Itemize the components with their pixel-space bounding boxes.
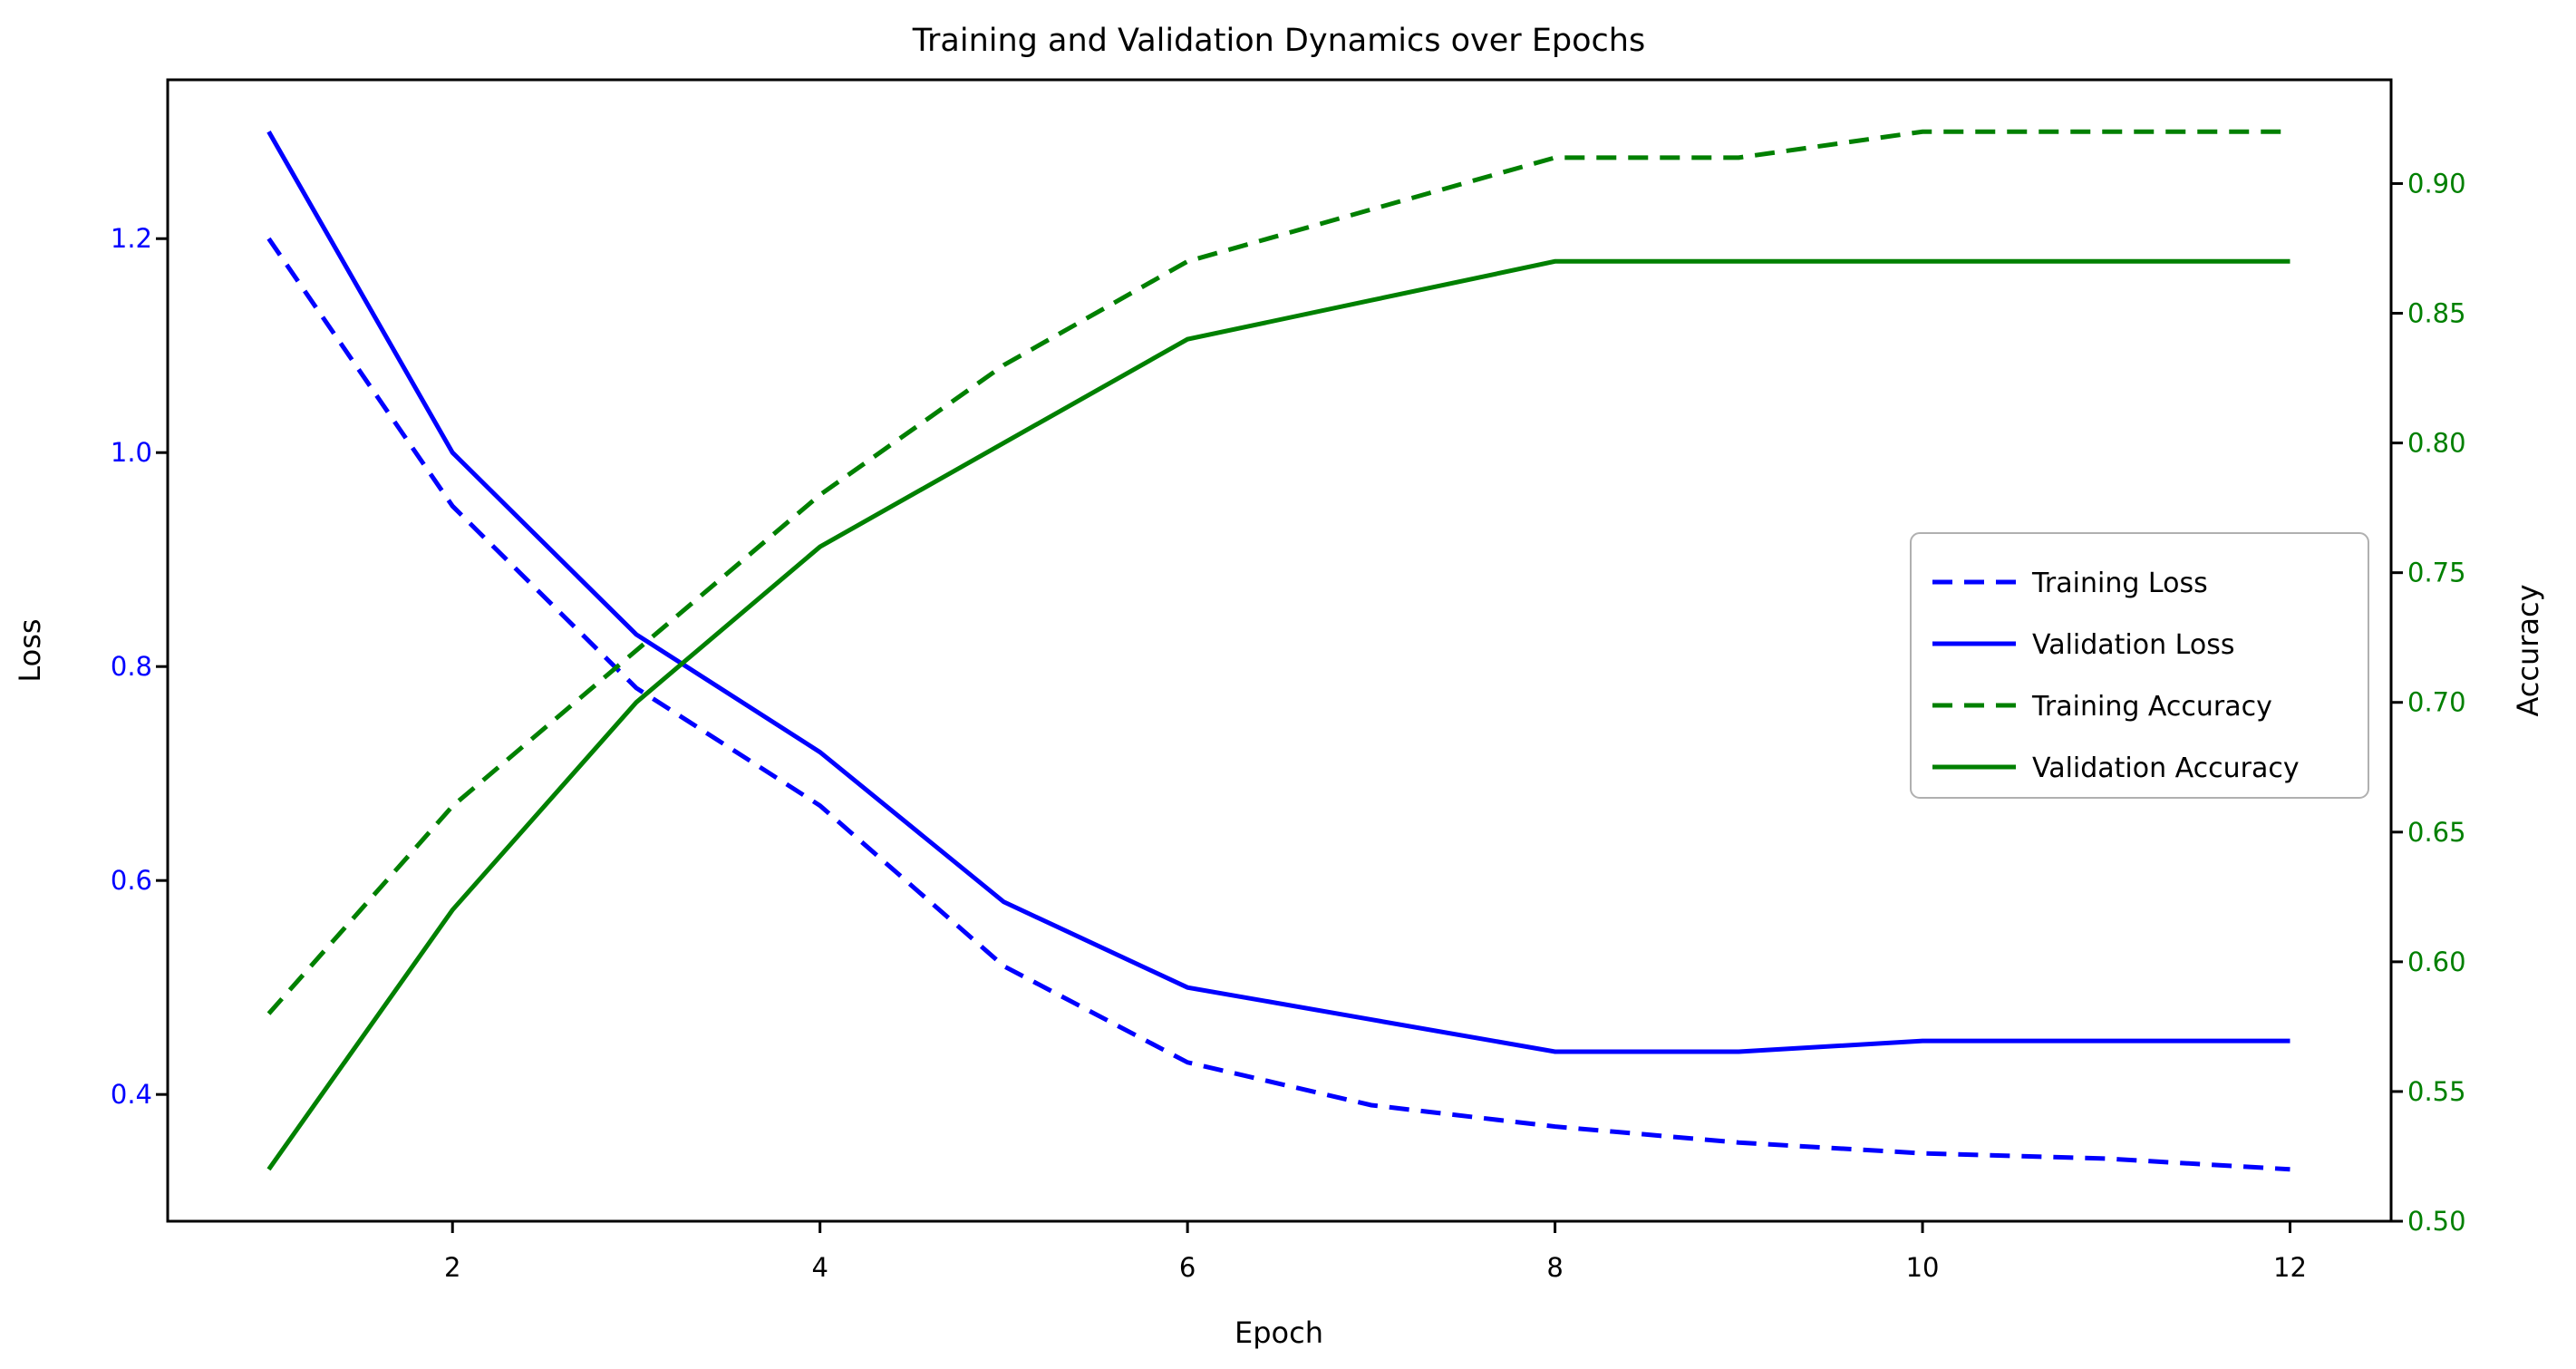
x-tick-label: 12 xyxy=(2273,1252,2307,1283)
accuracy-tick-label: 0.75 xyxy=(2407,558,2466,588)
legend-label: Training Accuracy xyxy=(2031,691,2272,723)
series-line-validation-accuracy xyxy=(266,258,2290,1171)
loss-tick-label: 0.4 xyxy=(111,1079,152,1110)
x-tick-label: 10 xyxy=(1906,1252,1940,1283)
accuracy-tick-label: 0.70 xyxy=(2407,687,2466,718)
legend-box xyxy=(1910,532,2369,799)
legend: Training Loss Validation Loss Training Acc… xyxy=(1910,532,2369,799)
x-axis-ticks: 2 4 6 8 10 12 xyxy=(444,1221,2307,1283)
x-tick-label: 8 xyxy=(1546,1252,1563,1283)
loss-axis-label: Loss xyxy=(13,618,47,682)
legend-label: Validation Accuracy xyxy=(2032,752,2300,784)
loss-tick-label: 1.0 xyxy=(111,437,152,468)
series-line-training-loss xyxy=(266,237,2290,1172)
chart-title: Training and Validation Dynamics over Ep… xyxy=(912,23,1645,59)
accuracy-axis-ticks: 0.50 0.55 0.60 0.65 0.70 0.75 0.80 0.85 0.90 xyxy=(2391,168,2466,1237)
series-group xyxy=(266,129,2290,1172)
legend-label: Training Loss xyxy=(2031,568,2208,599)
plot-border xyxy=(166,78,2393,1223)
x-tick-label: 2 xyxy=(444,1252,460,1283)
series-line-validation-loss xyxy=(266,130,2290,1054)
x-tick-label: 4 xyxy=(811,1252,828,1283)
accuracy-tick-label: 0.55 xyxy=(2407,1076,2466,1107)
accuracy-tick-label: 0.50 xyxy=(2407,1206,2466,1237)
accuracy-tick-label: 0.90 xyxy=(2407,168,2466,199)
loss-tick-label: 1.2 xyxy=(111,223,152,254)
x-tick-label: 6 xyxy=(1179,1252,1196,1283)
x-axis-label: Epoch xyxy=(1235,1316,1323,1350)
loss-axis-ticks: 0.4 0.6 0.8 1.0 1.2 xyxy=(111,223,168,1110)
series-line-training-accuracy xyxy=(266,129,2290,1015)
accuracy-tick-label: 0.60 xyxy=(2407,947,2466,977)
loss-tick-label: 0.6 xyxy=(111,865,152,896)
loss-tick-label: 0.8 xyxy=(111,651,152,682)
accuracy-tick-label: 0.85 xyxy=(2407,298,2466,329)
accuracy-tick-label: 0.80 xyxy=(2407,428,2466,459)
accuracy-tick-label: 0.65 xyxy=(2407,817,2466,848)
legend-label: Validation Loss xyxy=(2032,629,2234,661)
accuracy-axis-label: Accuracy xyxy=(2511,584,2545,716)
